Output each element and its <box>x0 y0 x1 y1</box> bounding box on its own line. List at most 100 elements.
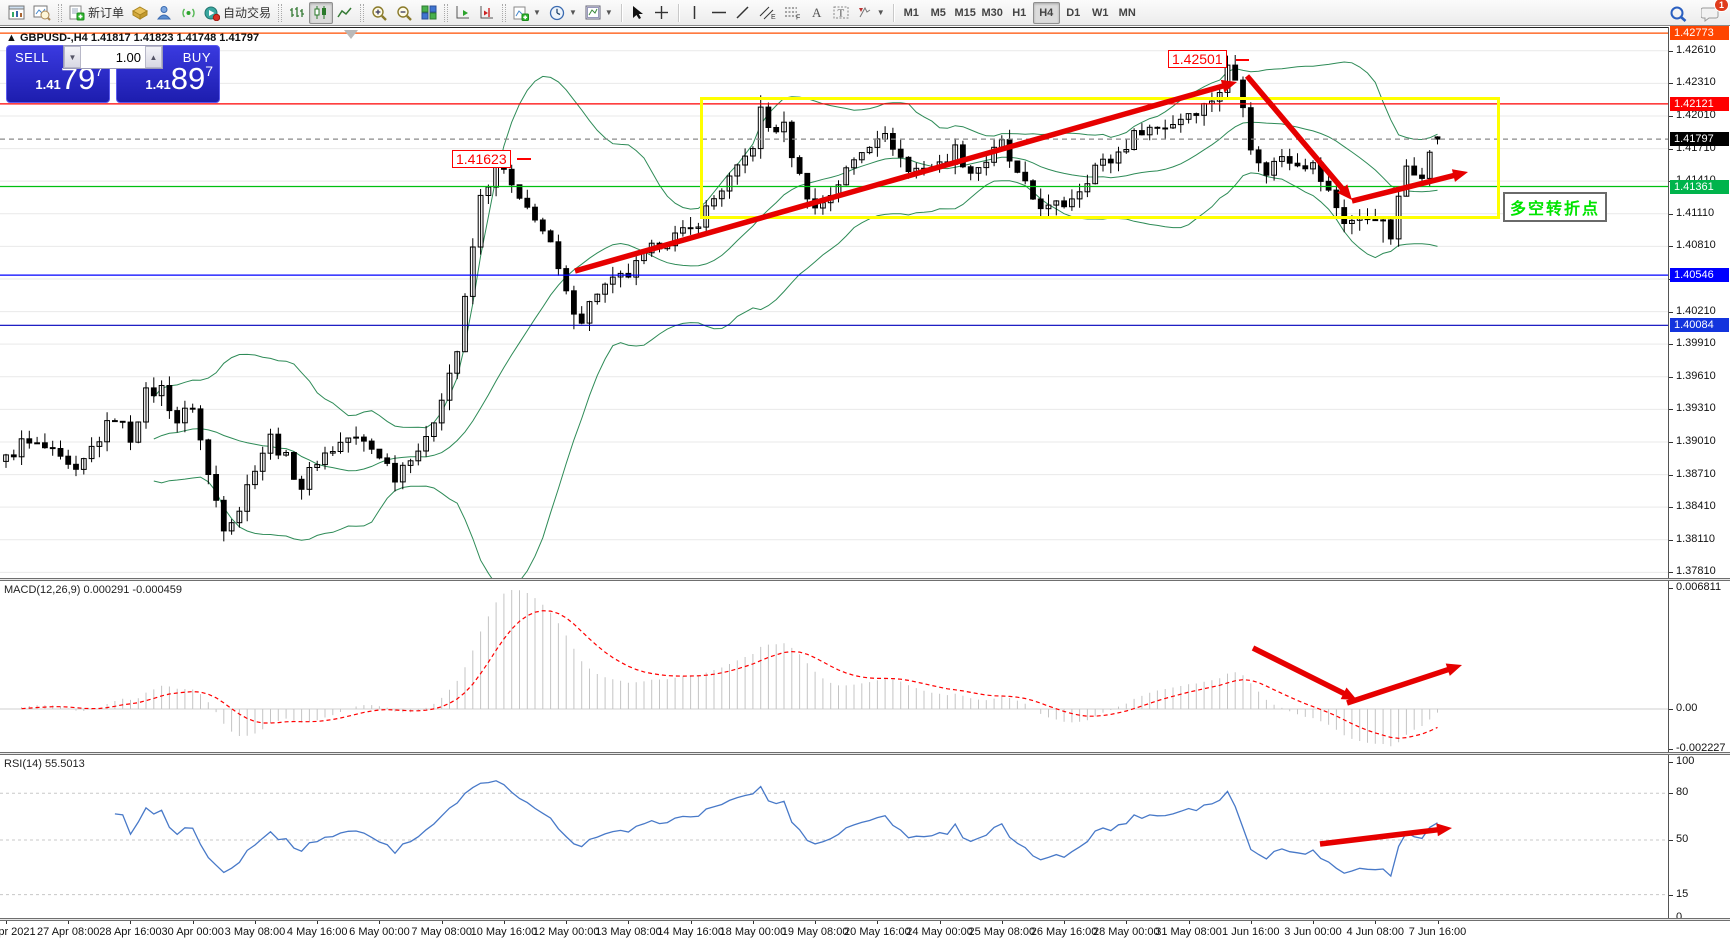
volume-up-button[interactable]: ▲ <box>145 46 162 68</box>
macd-panel-separator[interactable] <box>0 578 1730 581</box>
tab-timeframe-mn[interactable]: MN <box>1118 6 1136 19</box>
macd-histogram <box>21 590 1438 747</box>
tab-timeframe-h4[interactable]: H4 <box>1032 1 1060 24</box>
rsi-indicator-label: RSI(14) 55.5013 <box>4 758 85 770</box>
tab-timeframe-m5[interactable]: M5 <box>930 6 946 19</box>
price-axis-label: 1.40810 <box>1676 239 1716 252</box>
package-icon[interactable] <box>128 2 152 24</box>
price-marker-badge: 1.42773 <box>1670 26 1729 41</box>
tab-timeframe-m30[interactable]: M30 <box>981 6 1003 19</box>
chart-shift-icon[interactable] <box>475 2 499 24</box>
svg-text:E: E <box>771 14 776 20</box>
tab-timeframe-h1[interactable]: H1 <box>1012 6 1027 19</box>
time-axis-label: 4 May 16:00 <box>286 926 348 938</box>
buy-label: BUY <box>182 50 211 65</box>
tab-timeframe-w1[interactable]: W1 <box>1091 6 1109 19</box>
zoom-in-icon[interactable] <box>367 2 392 24</box>
equidistant-channel-icon[interactable]: E <box>755 2 780 24</box>
shapes-icon[interactable]: ▼ <box>853 2 889 24</box>
time-axis-tick <box>6 920 7 924</box>
signal-icon[interactable] <box>176 2 200 24</box>
templates-icon[interactable]: ▼ <box>581 2 617 24</box>
time-axis-tick <box>1064 920 1066 924</box>
macd-panel[interactable] <box>0 580 1730 752</box>
expert-icon[interactable] <box>152 2 176 24</box>
price-axis-label: 15 <box>1676 887 1689 900</box>
buy-price-sup: 7 <box>205 63 213 79</box>
axis-tick <box>1669 409 1673 411</box>
indicators-add-icon[interactable]: ▼ <box>509 2 545 24</box>
profiles-icon[interactable] <box>29 2 55 24</box>
time-axis-tick <box>752 920 754 924</box>
annotation-high-price[interactable]: 1.42501 <box>1168 50 1227 68</box>
time-axis-tick <box>1126 920 1128 924</box>
text-icon[interactable]: A <box>805 2 829 24</box>
time-axis-tick <box>628 920 630 924</box>
time-axis-label: 28 May 00:00 <box>1092 926 1160 938</box>
vertical-line-icon[interactable] <box>683 2 707 24</box>
axis-tick <box>1669 840 1673 841</box>
volume-input[interactable] <box>81 46 145 68</box>
time-axis-label: 3 Jun 00:00 <box>1284 926 1342 938</box>
time-axis-tick <box>1001 920 1003 924</box>
volume-down-button[interactable]: ▼ <box>64 46 81 68</box>
tab-timeframe-d1[interactable]: D1 <box>1066 6 1081 19</box>
time-axis-tick <box>1250 920 1252 924</box>
price-axis-label: -0.002227 <box>1676 741 1726 754</box>
annotation-swing-price[interactable]: 1.41623 <box>452 150 511 168</box>
tile-windows-icon[interactable] <box>417 2 441 24</box>
auto-scroll-icon[interactable] <box>451 2 475 24</box>
time-axis-label: 13 May 08:00 <box>595 926 662 938</box>
axis-tick <box>1669 762 1673 763</box>
price-marker-badge: 1.42121 <box>1670 96 1729 111</box>
svg-text:F: F <box>796 15 800 21</box>
chart-shift-marker-icon[interactable] <box>344 30 358 39</box>
time-axis-tick <box>254 920 256 924</box>
notifications-icon[interactable]: 1 <box>1697 0 1729 24</box>
auto-trading-button[interactable]: 自动交易 <box>200 2 275 24</box>
svg-text:A: A <box>812 5 822 20</box>
buy-price-big: 89 <box>170 61 206 96</box>
periods-icon[interactable]: ▼ <box>545 2 581 24</box>
price-marker-badge: 1.41797 <box>1670 132 1729 147</box>
line-chart-icon[interactable] <box>333 2 357 24</box>
price-marker-badge: 1.40084 <box>1670 318 1729 333</box>
macd-signal-line <box>21 610 1438 739</box>
time-axis-tick <box>441 920 443 924</box>
crosshair-icon[interactable] <box>650 2 674 24</box>
horizontal-line-icon[interactable] <box>707 2 731 24</box>
price-axis-label: 1.42310 <box>1676 76 1716 89</box>
bollinger-band-line <box>153 172 1438 578</box>
fibonacci-icon[interactable]: F <box>780 2 805 24</box>
search-icon[interactable] <box>1665 2 1691 24</box>
axis-tick <box>1669 83 1673 85</box>
time-axis-tick <box>939 920 941 924</box>
zoom-out-icon[interactable] <box>392 2 417 24</box>
candlestick-chart-icon[interactable] <box>309 1 334 24</box>
time-axis-label: 30 Apr 00:00 <box>161 926 224 938</box>
time-axis-label: 25 May 08:00 <box>968 926 1036 938</box>
cursor-icon[interactable] <box>626 2 650 24</box>
chart-window-icon[interactable] <box>4 2 29 24</box>
price-axis-label: 0 <box>1676 911 1683 923</box>
time-axis-label: 24 May 00:00 <box>906 926 973 938</box>
auto-trading-label: 自动交易 <box>223 6 272 20</box>
bar-chart-icon[interactable] <box>285 2 309 24</box>
new-order-button[interactable]: 新订单 <box>65 2 128 24</box>
axis-tick <box>1669 748 1673 750</box>
time-axis-label: 6 May 00:00 <box>349 926 410 938</box>
rsi-panel-separator[interactable] <box>0 752 1730 755</box>
rsi-panel[interactable] <box>0 754 1730 918</box>
price-axis-label: 80 <box>1676 786 1689 799</box>
axis-tick <box>1669 344 1673 346</box>
time-axis-label: 19 May 08:00 <box>781 926 849 938</box>
axis-tick <box>1669 311 1673 313</box>
tab-timeframe-m1[interactable]: M1 <box>903 6 919 19</box>
trendline-icon[interactable] <box>731 2 755 24</box>
text-label-icon[interactable]: T <box>829 2 853 24</box>
tab-timeframe-m15[interactable]: M15 <box>954 6 976 19</box>
main-price-panel[interactable] <box>0 0 1730 578</box>
sell-price-sup: 7 <box>95 63 103 79</box>
annotation-turning-point-note[interactable]: 多空转折点 <box>1503 192 1608 222</box>
